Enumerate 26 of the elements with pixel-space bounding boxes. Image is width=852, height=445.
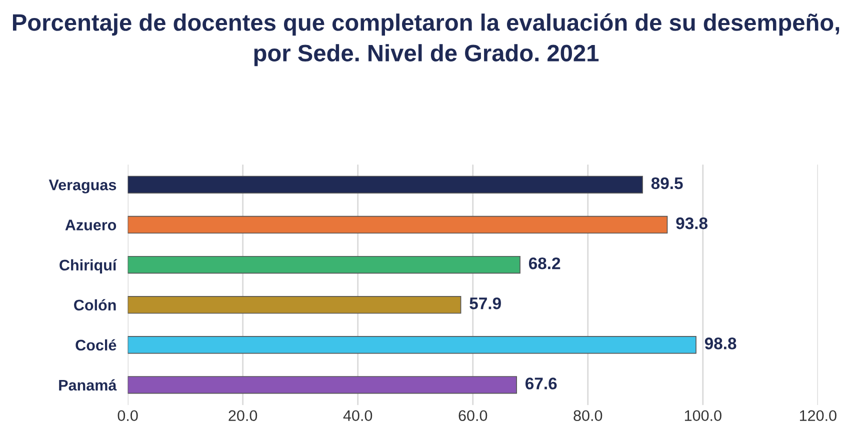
bar [128,376,517,394]
bar [128,256,520,274]
x-tick-label: 40.0 [343,410,372,422]
data-label: 68.2 [528,257,560,270]
data-label: 57.9 [470,297,501,310]
x-tick-label: 60.0 [458,410,488,422]
y-tick-label: Coclé [76,339,116,351]
data-label: 98.8 [704,338,736,350]
y-tick-label: Azuero [65,220,116,230]
bar [128,216,668,234]
y-tick-label: Veraguas [48,180,116,194]
x-tick-label: 100.0 [684,410,722,422]
x-tick-label: 0.0 [118,410,138,422]
bar [128,336,696,354]
y-tick-label: Chiriquí [60,259,118,274]
data-label: 89.5 [651,177,683,190]
data-label: 93.8 [676,217,708,230]
bar [128,296,462,314]
bar [128,176,643,194]
x-tick-label: 120.0 [800,410,836,422]
x-tick-label: 80.0 [574,410,602,422]
chart-title: Porcentaje de docentes que completaron la evaluación de su desempeño, por Sede. Nivel de Grado. 2021 [12,13,840,66]
data-label: 67.6 [526,378,557,390]
y-tick-label: Panamá [59,379,117,391]
y-tick-label: Colón [74,299,116,311]
x-tick-label: 20.0 [228,410,258,422]
